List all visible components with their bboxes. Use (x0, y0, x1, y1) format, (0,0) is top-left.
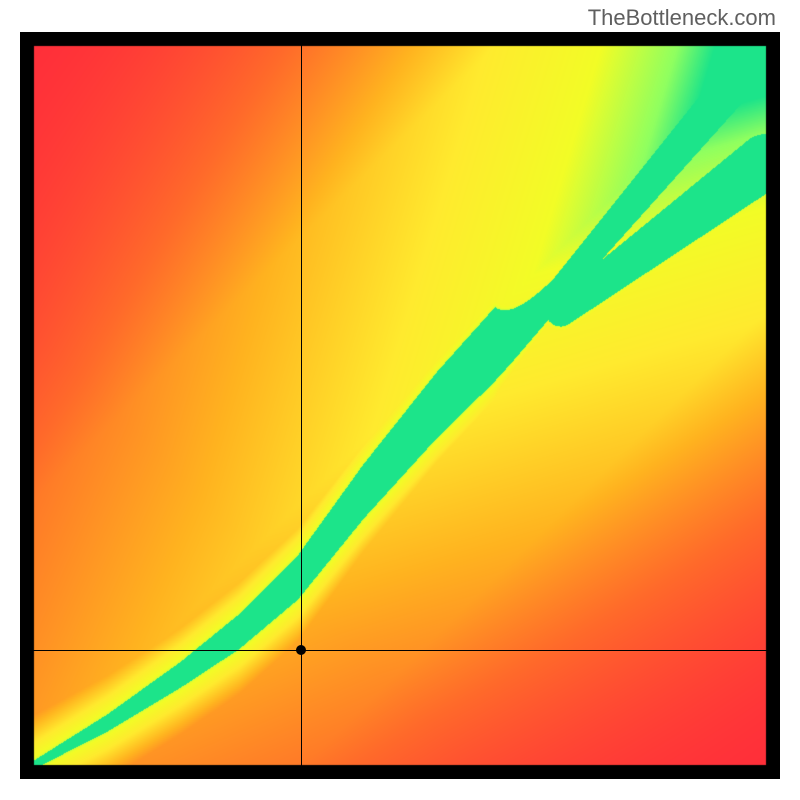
watermark-text: TheBottleneck.com (588, 5, 776, 31)
chart-container: TheBottleneck.com (0, 0, 800, 800)
crosshair-vertical (301, 32, 302, 779)
crosshair-horizontal (20, 650, 780, 651)
marker-point (296, 645, 306, 655)
plot-area (20, 32, 780, 779)
heatmap-canvas (20, 32, 780, 779)
